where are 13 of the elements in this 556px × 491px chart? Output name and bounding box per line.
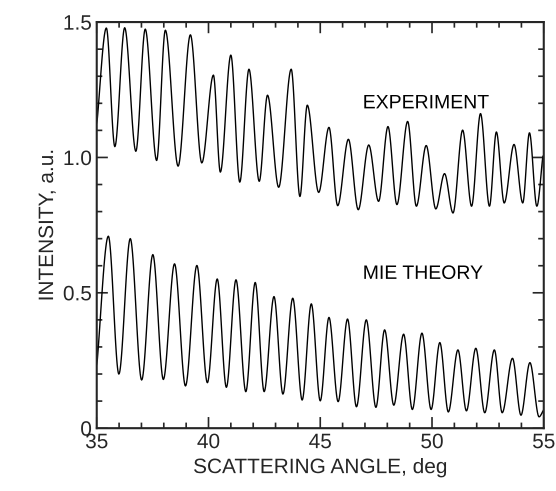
y-tick-label: 0.5 <box>64 286 92 301</box>
y-tick-label: 0 <box>81 421 92 436</box>
x-tick-label: 50 <box>421 434 443 448</box>
y-tick-label: 1.0 <box>64 150 92 166</box>
text: MIE THEORY <box>364 265 483 280</box>
y-tick-label: 1.5 <box>64 15 92 30</box>
y-axis-title: INTENSITY, a.u. <box>38 150 56 300</box>
x-tick-label: 55 <box>533 434 554 448</box>
x-tick-label: 40 <box>197 434 220 448</box>
x-tick-label: 35 <box>86 434 108 448</box>
series-label: EXPERIMENT <box>364 94 489 108</box>
x-tick-label: 45 <box>309 434 331 448</box>
x-axis-title: SCATTERING ANGLE, deg <box>194 458 446 478</box>
